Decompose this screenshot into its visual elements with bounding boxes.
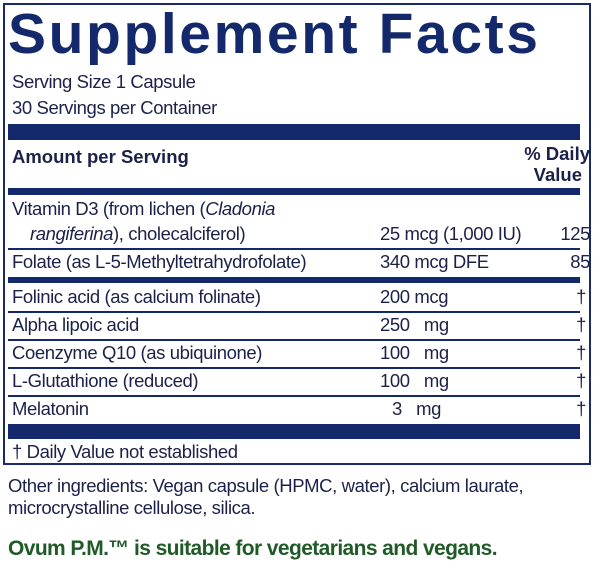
divider-bar	[8, 188, 580, 195]
folate-name: Folate (as L-5-Methyltetrahydrofolate)	[12, 251, 307, 272]
divider-bar	[8, 124, 580, 140]
divider-bar	[8, 277, 580, 283]
ingredient-name: Coenzyme Q10 (as ubiquinone)	[12, 342, 263, 363]
ingredient-dv: †	[576, 314, 586, 335]
ingredient-name: Folinic acid (as calcium folinate)	[12, 286, 261, 307]
servings-per-container: 30 Servings per Container	[12, 97, 217, 118]
vitamin-d3-dv: 125	[560, 223, 590, 244]
vitamin-d3-name-line2: rangiferina), cholecalciferol)	[30, 223, 246, 245]
footnote: † Daily Value not established	[12, 441, 238, 462]
text-italic: Cladonia	[205, 198, 276, 219]
suitability-statement: Ovum P.M.™ is suitable for vegetarians a…	[8, 537, 498, 560]
ingredient-amount: 100 mg	[380, 342, 449, 363]
supplement-facts-panel	[3, 3, 591, 465]
folate-dv: 85	[570, 251, 590, 272]
vitamin-d3-name-line1: Vitamin D3 (from lichen (Cladonia	[12, 198, 275, 220]
ingredient-dv: †	[576, 398, 586, 419]
ingredient-amount: 250 mg	[380, 314, 449, 335]
ingredient-name: L-Glutathione (reduced)	[12, 370, 199, 391]
other-ingredients-line2: microcrystalline cellulose, silica.	[8, 497, 256, 518]
vitamin-d3-amount: 25 mcg (1,000 IU)	[380, 223, 522, 244]
text: ), cholecalciferol)	[113, 223, 246, 244]
daily-value-header-1: % Daily	[524, 143, 590, 164]
ingredient-amount: 3 mg	[392, 398, 442, 419]
row-divider	[8, 311, 580, 313]
divider-bar	[8, 424, 580, 439]
text-italic: rangiferina	[30, 223, 114, 244]
ingredient-dv: †	[576, 370, 586, 391]
serving-size: Serving Size 1 Capsule	[12, 71, 196, 92]
amount-per-serving-header: Amount per Serving	[12, 146, 189, 167]
row-divider	[8, 367, 580, 369]
row-divider	[8, 248, 580, 250]
row-divider	[8, 395, 580, 397]
ingredient-amount: 200 mcg	[380, 286, 449, 307]
row-divider	[8, 339, 580, 341]
ingredient-amount: 100 mg	[380, 370, 449, 391]
ingredient-name: Melatonin	[12, 398, 89, 419]
other-ingredients-line1: Other ingredients: Vegan capsule (HPMC, …	[8, 475, 524, 496]
text: Vitamin D3 (from lichen (	[12, 198, 206, 219]
panel-title: Supplement Facts	[8, 2, 541, 66]
ingredient-dv: †	[576, 342, 586, 363]
ingredient-dv: †	[576, 286, 586, 307]
ingredient-name: Alpha lipoic acid	[12, 314, 139, 335]
folate-amount: 340 mcg DFE	[380, 251, 489, 272]
daily-value-header-2: Value	[533, 164, 582, 185]
